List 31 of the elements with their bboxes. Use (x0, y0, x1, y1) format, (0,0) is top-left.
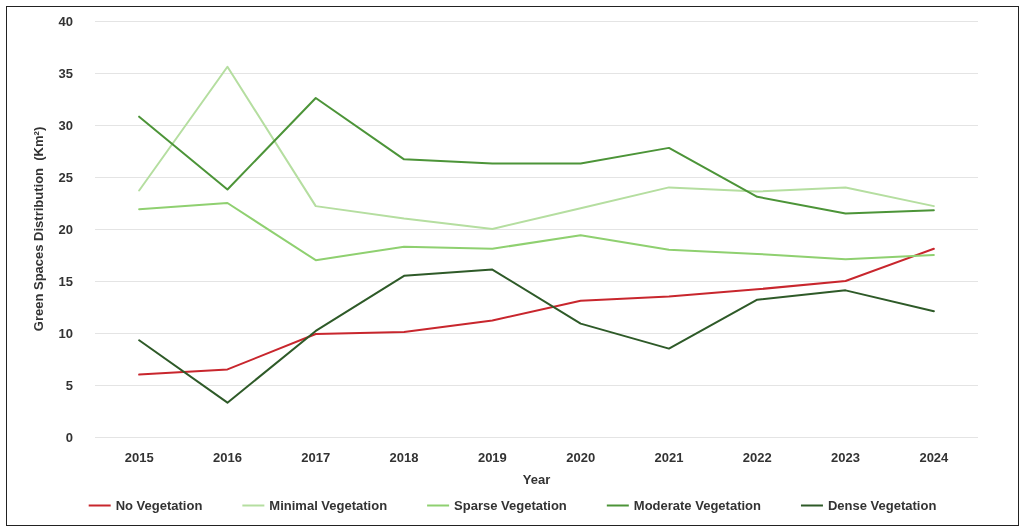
legend-label: Minimal Vegetation (269, 498, 388, 513)
y-tick-label: 15 (58, 273, 73, 289)
legend-label: No Vegetation (115, 498, 203, 513)
x-tick-label: 2016 (212, 450, 242, 465)
legend-label: Moderate Vegetation (633, 498, 762, 513)
y-tick-label: 10 (58, 325, 73, 341)
y-axis-title: Green Spaces Distribution (Km²) (31, 126, 46, 332)
x-tick-label: 2020 (566, 450, 596, 465)
y-tick-label: 40 (58, 13, 73, 29)
x-tick-label: 2018 (389, 450, 419, 465)
legend-label: Dense Vegetation (827, 498, 937, 513)
y-tick-label: 30 (58, 117, 73, 133)
x-axis-title: Year (522, 472, 551, 487)
legend-label: Sparse Vegetation (454, 498, 567, 513)
line-series (138, 96, 935, 215)
x-tick-label: 2024 (919, 450, 950, 465)
line-series (138, 65, 935, 230)
x-tick-label: 2019 (477, 450, 507, 465)
x-tick-label: 2023 (831, 450, 861, 465)
y-tick-label: 35 (58, 65, 73, 81)
x-tick-label: 2022 (742, 450, 772, 465)
x-tick-label: 2015 (124, 450, 154, 465)
y-tick-label: 5 (65, 377, 73, 393)
x-tick-label: 2021 (654, 450, 684, 465)
x-tick-label: 2017 (301, 450, 331, 465)
y-tick-label: 0 (65, 429, 73, 445)
y-tick-label: 25 (58, 169, 73, 185)
line-series (138, 268, 935, 404)
y-tick-label: 20 (58, 221, 73, 237)
line-series (138, 202, 935, 262)
line-series (138, 247, 935, 376)
